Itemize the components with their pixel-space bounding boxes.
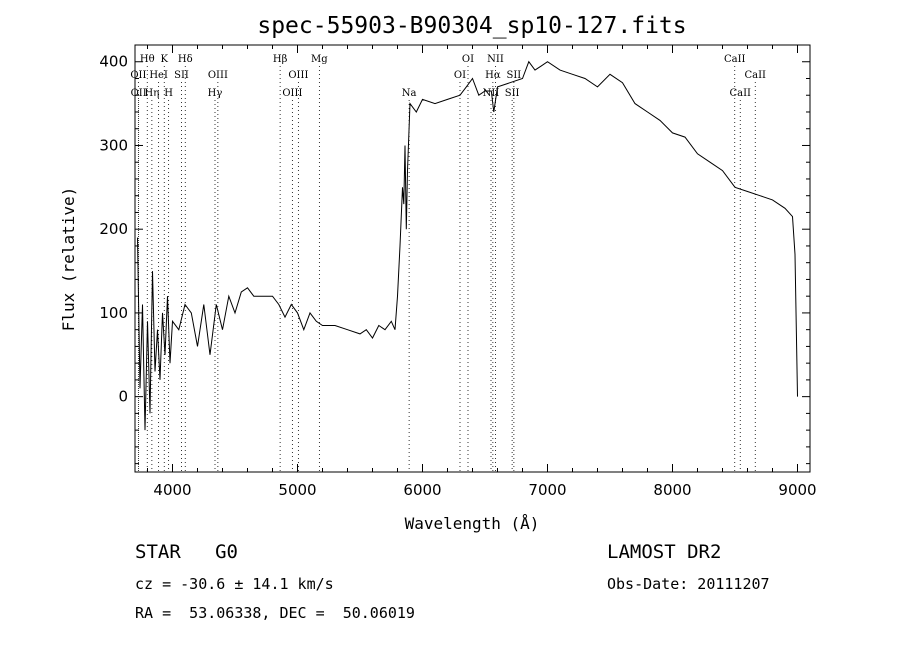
plot-frame (134, 44, 811, 473)
line-marker-label-1: K (161, 54, 169, 65)
x-tick-label-6000: 6000 (403, 481, 441, 499)
y-axis-ticks: 0 100 200 300 400 (99, 44, 810, 465)
line-marker-label-9: H (164, 88, 173, 99)
line-marker-label-25: CaII (729, 88, 751, 99)
obs-date-text: Obs-Date: 20111207 (607, 575, 770, 593)
line-marker-label-5: SII (174, 70, 189, 81)
line-marker-label-11: Hβ (273, 54, 288, 65)
line-marker-label-20: SII (506, 70, 521, 81)
y-tick-label-100: 100 (99, 304, 128, 322)
line-marker-label-12: Mg (311, 54, 328, 65)
spectrum-line (137, 60, 798, 431)
line-marker-label-24: CaII (744, 70, 766, 81)
line-marker-label-19: Hα (485, 70, 501, 81)
survey-name: LAMOST DR2 (607, 541, 722, 563)
y-tick-label-200: 200 (99, 220, 128, 238)
line-marker-label-16: OI (462, 54, 474, 65)
object-class: STAR G0 (135, 541, 238, 563)
y-tick-label-300: 300 (99, 136, 128, 154)
line-marker-label-14: OIII (282, 88, 302, 99)
line-marker-label-3: OII (130, 70, 146, 81)
line-marker-label-10: Hγ (208, 88, 223, 99)
chart-title: spec-55903-B90304_sp10-127.fits (257, 13, 686, 39)
line-marker-label-17: NII (487, 54, 504, 65)
x-axis-ticks: 4000 5000 6000 7000 8000 9000 (147, 45, 817, 499)
x-tick-label-4000: 4000 (153, 481, 191, 499)
y-tick-label-0: 0 (118, 388, 128, 406)
redshift-text: cz = -30.6 ± 14.1 km/s (135, 575, 334, 593)
line-marker-label-13: OIII (288, 70, 308, 81)
line-marker-label-23: CaII (724, 54, 746, 65)
line-marker-label-0: Hθ (140, 54, 155, 65)
line-marker-label-22: SII (505, 88, 520, 99)
y-axis-label: Flux (relative) (59, 187, 78, 332)
y-tick-label-400: 400 (99, 53, 128, 71)
x-tick-label-9000: 9000 (778, 481, 816, 499)
x-axis-label: Wavelength (Å) (405, 514, 540, 533)
line-marker-label-4: HeI (149, 70, 168, 81)
coordinates-text: RA = 53.06338, DEC = 50.06019 (135, 604, 415, 622)
line-marker-label-21: NII (483, 88, 500, 99)
line-marker-label-7: OII (131, 88, 147, 99)
x-tick-label-5000: 5000 (278, 481, 316, 499)
line-marker-label-18: OI (454, 70, 466, 81)
x-tick-label-7000: 7000 (528, 481, 566, 499)
line-marker-label-6: OIII (208, 70, 228, 81)
x-tick-label-8000: 8000 (653, 481, 691, 499)
line-marker-label-15: Na (402, 88, 417, 99)
line-marker-label-8: Hη (145, 88, 160, 99)
line-marker-label-2: Hδ (178, 54, 193, 65)
